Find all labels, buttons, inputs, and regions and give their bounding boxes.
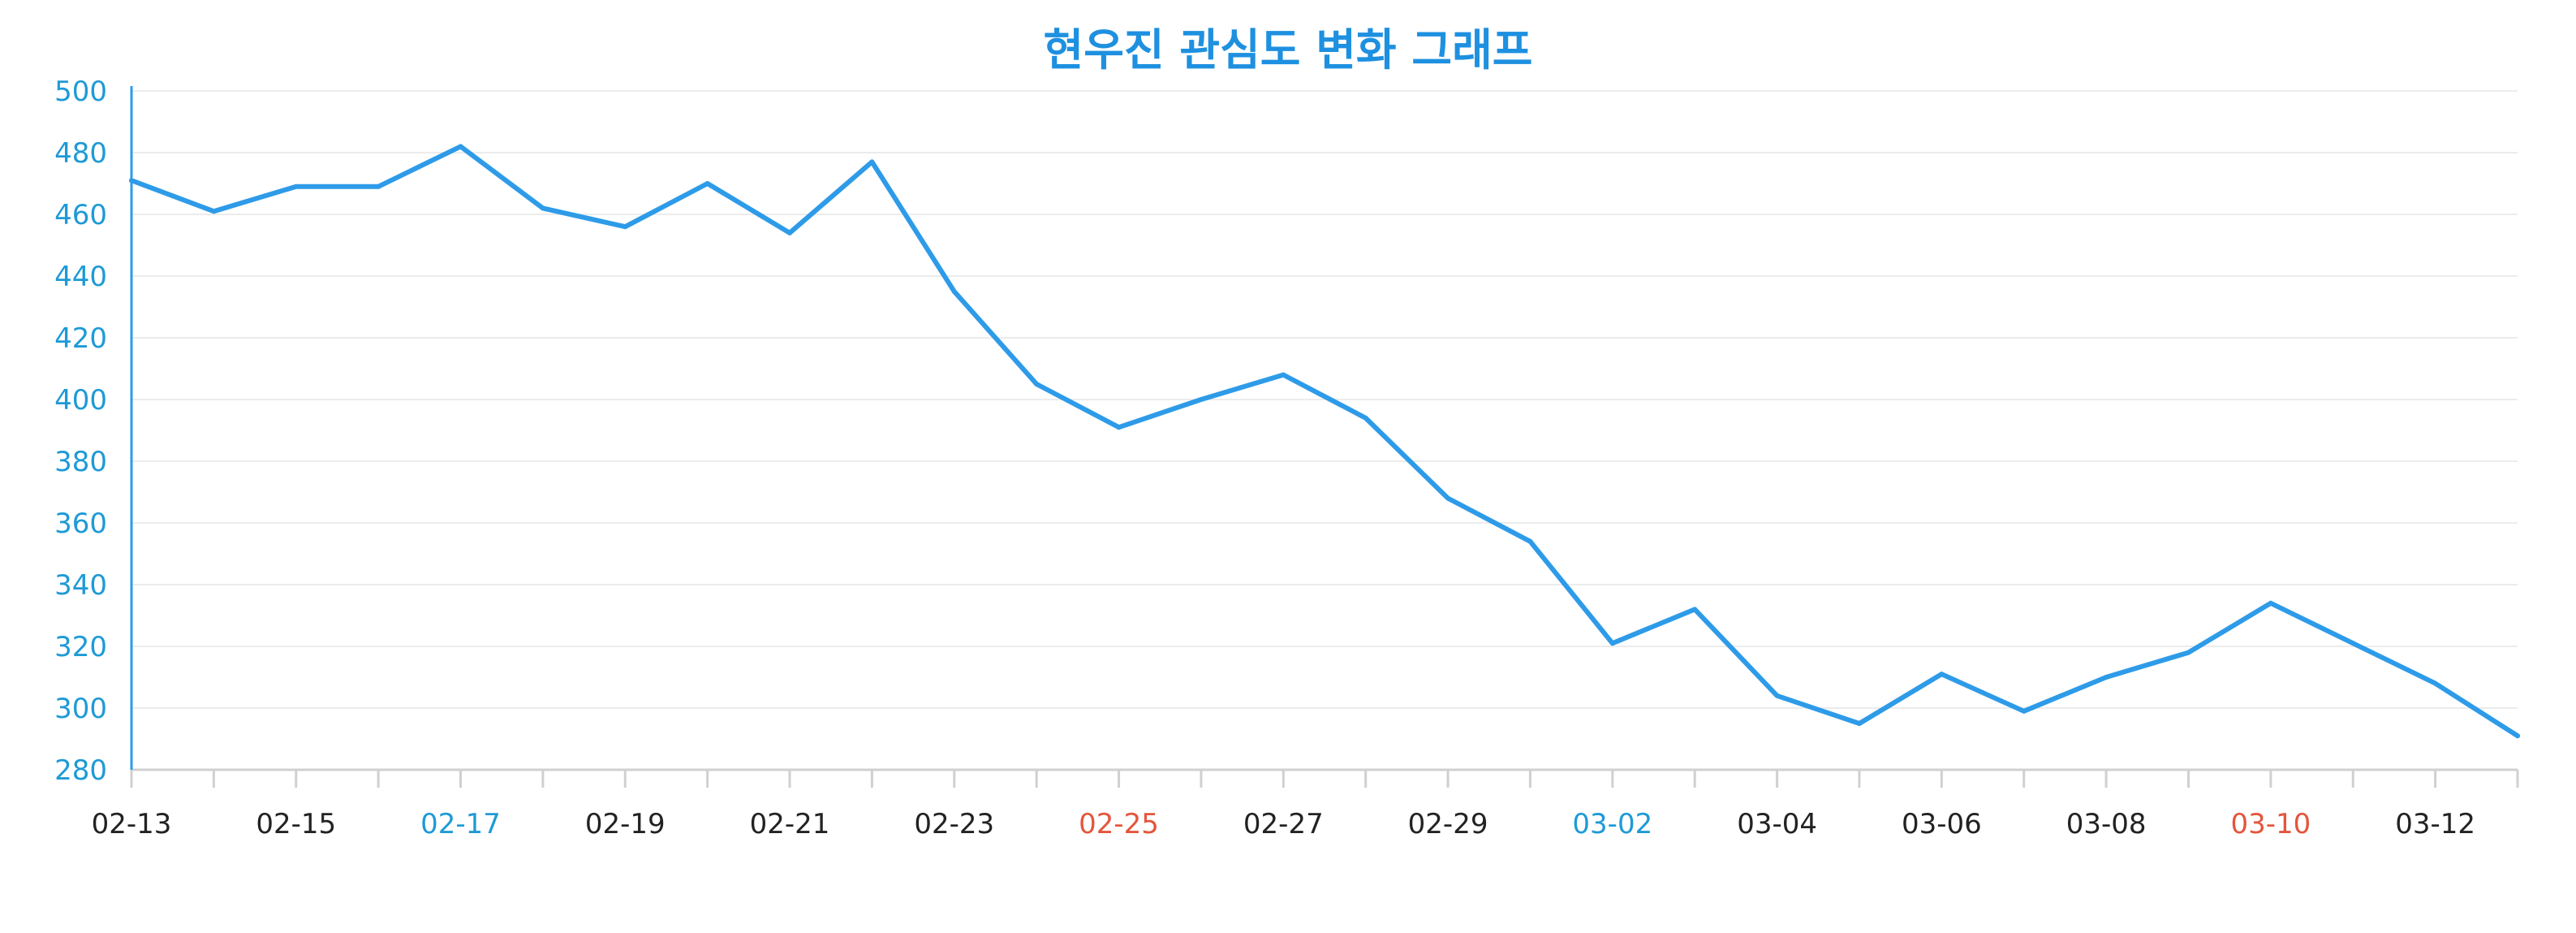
y-tick-label: 300 xyxy=(54,693,107,725)
y-tick-label: 500 xyxy=(54,76,107,108)
x-tick-label: 02-17 xyxy=(420,808,501,840)
x-tick-label: 02-15 xyxy=(256,808,336,840)
data-point[interactable] xyxy=(2350,641,2356,646)
data-point[interactable] xyxy=(1034,382,1040,387)
data-point[interactable] xyxy=(293,184,299,189)
y-tick-label: 460 xyxy=(54,199,107,231)
x-tick-label: 02-21 xyxy=(750,808,830,840)
data-point[interactable] xyxy=(376,184,381,189)
y-tick-label: 480 xyxy=(54,137,107,170)
y-tick-label: 440 xyxy=(54,261,107,293)
x-tick-label: 03-02 xyxy=(1572,808,1652,840)
x-tick-label: 02-29 xyxy=(1408,808,1488,840)
x-tick-label: 03-06 xyxy=(1902,808,1982,840)
data-point[interactable] xyxy=(2021,708,2027,714)
data-point[interactable] xyxy=(1856,721,1862,726)
x-tick-label: 03-12 xyxy=(2395,808,2475,840)
series-layer xyxy=(129,144,2520,739)
data-point[interactable] xyxy=(211,209,217,214)
y-axis-ticks: 280 300 320 340 360 380 400 420 440 460 480 500 xyxy=(54,76,107,787)
y-tick-label: 380 xyxy=(54,446,107,478)
data-point[interactable] xyxy=(1363,415,1368,421)
y-tick-label: 400 xyxy=(54,384,107,417)
series-line xyxy=(129,144,2520,739)
data-point[interactable] xyxy=(1445,495,1451,501)
data-point[interactable] xyxy=(1198,397,1204,402)
grid-lines xyxy=(131,90,2518,709)
data-point[interactable] xyxy=(704,181,710,186)
y-tick-label: 280 xyxy=(54,754,107,787)
data-point[interactable] xyxy=(2268,600,2273,606)
x-tick-label: 03-08 xyxy=(2066,808,2147,840)
data-point[interactable] xyxy=(540,205,545,211)
x-tick-label: 02-19 xyxy=(585,808,666,840)
y-tick-label: 340 xyxy=(54,569,107,602)
data-point[interactable] xyxy=(1774,693,1780,698)
x-tick-label: 03-10 xyxy=(2230,808,2311,840)
axes xyxy=(130,86,2518,771)
data-point[interactable] xyxy=(2104,675,2109,680)
data-point[interactable] xyxy=(1692,607,1698,612)
data-point[interactable] xyxy=(869,159,875,165)
data-point[interactable] xyxy=(2432,680,2438,686)
data-point[interactable] xyxy=(129,178,134,184)
x-tick-label: 02-23 xyxy=(914,808,994,840)
x-tick-label: 02-13 xyxy=(92,808,172,840)
data-point[interactable] xyxy=(951,289,957,294)
data-point[interactable] xyxy=(2186,650,2191,655)
data-point[interactable] xyxy=(1527,538,1533,544)
chart-title: 현우진 관심도 변화 그래프 xyxy=(1044,24,1533,76)
y-tick-label: 360 xyxy=(54,508,107,540)
x-tick-label: 02-27 xyxy=(1243,808,1324,840)
x-axis-ticks: 02-13 02-15 02-17 02-19 02-21 02-23 02-25 02-27… xyxy=(92,770,2519,840)
data-point[interactable] xyxy=(622,224,628,230)
data-point[interactable] xyxy=(787,230,793,235)
data-point[interactable] xyxy=(2515,733,2520,739)
x-tick-label: 02-25 xyxy=(1079,808,1159,840)
data-point[interactable] xyxy=(1939,672,1945,677)
data-point[interactable] xyxy=(1281,372,1286,378)
y-tick-label: 320 xyxy=(54,631,107,663)
x-tick-label: 03-04 xyxy=(1737,808,1817,840)
data-point[interactable] xyxy=(1609,641,1615,646)
data-point[interactable] xyxy=(1116,425,1122,430)
y-tick-label: 420 xyxy=(54,322,107,355)
data-point[interactable] xyxy=(458,144,463,149)
